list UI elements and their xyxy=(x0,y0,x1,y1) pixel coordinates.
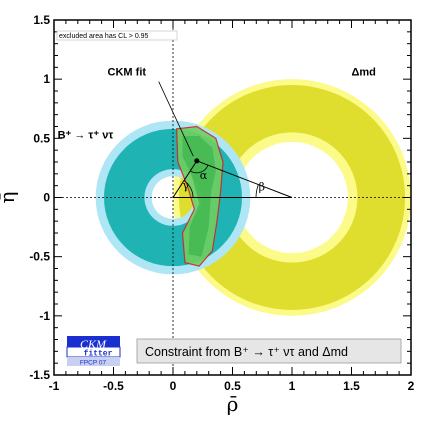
apex-point xyxy=(194,158,200,164)
axis-ticks xyxy=(53,19,412,376)
x-tick-label: -1 xyxy=(49,379,60,393)
unitarity-triangle xyxy=(172,160,293,198)
x-tick-label: 0.5 xyxy=(224,379,241,393)
x-tick-label: 0 xyxy=(170,379,177,393)
alpha-arc xyxy=(190,164,209,174)
y-tick-label: -0.5 xyxy=(29,250,50,264)
logo-tag: FPCP 07 xyxy=(80,360,107,367)
y-tick-label: 0 xyxy=(43,191,50,205)
beta-label: β xyxy=(259,180,265,193)
beta-arc xyxy=(255,184,259,198)
dmd-inner-band xyxy=(178,85,406,310)
logo-sub: fitter xyxy=(84,350,113,359)
x-axis-label: ρ̄ xyxy=(227,392,239,416)
dmd-label: Δmd xyxy=(352,67,376,79)
y-tick-label: -1 xyxy=(39,309,50,323)
x-tick-label: 1 xyxy=(289,379,296,393)
gamma-label: γ xyxy=(183,179,190,192)
legend-note-box xyxy=(56,30,178,41)
alpha-label: α xyxy=(200,169,208,182)
caption-box xyxy=(136,338,402,364)
btau-label: B⁺ → τ⁺ ντ xyxy=(58,129,114,141)
y-tick-label: 1 xyxy=(43,72,50,86)
ckm-fit-pointer xyxy=(158,81,194,157)
legend-note: excluded area has CL > 0.95 xyxy=(59,33,149,40)
logo-name: CKM xyxy=(80,337,107,351)
y-tick-label: 0.5 xyxy=(33,131,50,145)
x-tick-label: 2 xyxy=(408,379,415,393)
gamma-arc xyxy=(183,180,194,198)
y-tick-label: 1.5 xyxy=(33,13,50,27)
y-tick-label: -1.5 xyxy=(29,368,50,382)
y-axis-label: η̄ xyxy=(0,192,19,204)
x-tick-label: 1.5 xyxy=(343,379,360,393)
ckmfitter-logo: CKM fitter FPCP 07 xyxy=(66,336,121,367)
x-tick-label: -0.5 xyxy=(103,379,124,393)
ckm-fit-label: CKM fit xyxy=(108,67,147,79)
caption: Constraint from B⁺ → τ⁺ ντ and Δmd xyxy=(145,345,348,359)
